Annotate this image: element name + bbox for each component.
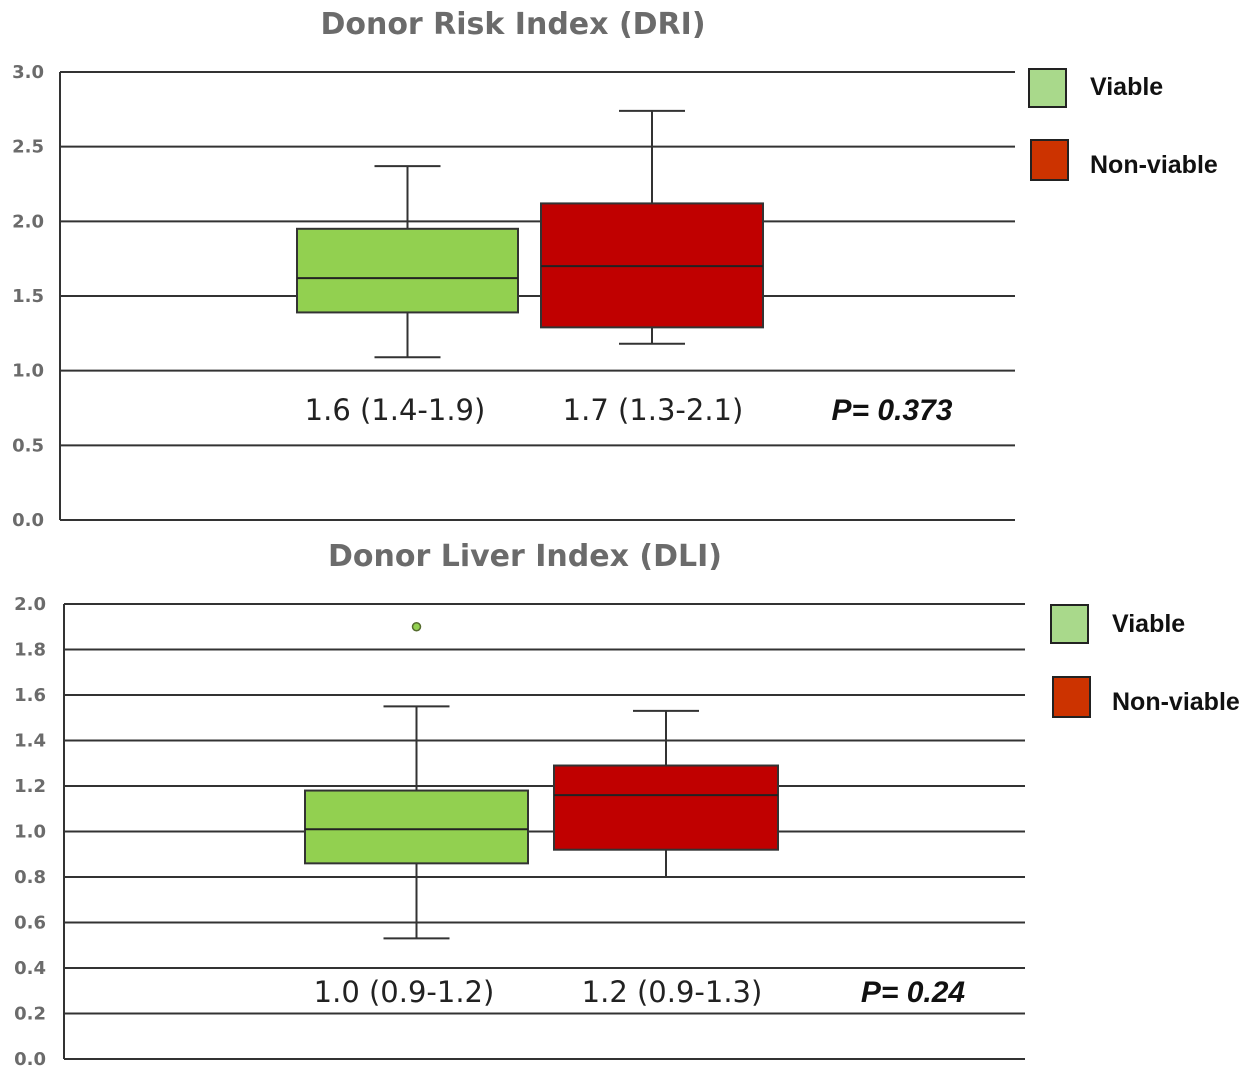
dli-box-nonviable [553, 709, 779, 878]
dri-boxes [296, 109, 764, 359]
dri-y-tick-label: 0.5 [12, 435, 44, 456]
dli-box-viable [304, 622, 529, 940]
dli-y-tick-label: 1.4 [14, 731, 46, 752]
dri-chart-title: Donor Risk Index (DRI) [320, 7, 705, 42]
dri-y-tick-label: 2.5 [12, 137, 44, 158]
iqr-box [296, 227, 519, 314]
dli-nonviable-summary: 1.2 (0.9-1.3) [582, 975, 763, 1009]
dri-viable-summary: 1.6 (1.4-1.9) [305, 393, 486, 427]
dli-viable-summary: 1.0 (0.9-1.2) [314, 975, 495, 1009]
dri-y-tick-label: 2.0 [12, 211, 44, 232]
dli-y-tick-label: 0.6 [14, 913, 46, 934]
dri-box-nonviable [540, 109, 764, 345]
dli-chart: Donor Liver Index (DLI) 0.0 0.2 0.4 0.6 0.8 1… [14, 539, 1240, 1070]
dri-y-tick-label: 0.0 [12, 510, 44, 531]
dri-box-viable [296, 165, 519, 359]
dli-y-tick-label: 0.8 [14, 867, 46, 888]
dli-boxes [304, 622, 779, 940]
dli-y-ticks: 0.0 0.2 0.4 0.6 0.8 1.0 1.2 1.4 1.6 1.8 2.0 [14, 594, 46, 1070]
dli-gridlines [63, 603, 1025, 1060]
dli-y-tick-label: 1.8 [14, 640, 46, 661]
dri-legend-nonviable-label: Non-viable [1090, 151, 1218, 179]
dri-legend-viable-swatch [1028, 68, 1067, 108]
dri-legend-viable-label: Viable [1090, 73, 1163, 101]
iqr-box [304, 789, 529, 865]
dri-y-tick-label: 1.5 [12, 286, 44, 307]
dli-legend: Viable Non-viable [1050, 604, 1240, 718]
dli-y-tick-label: 0.4 [14, 958, 46, 979]
dli-chart-title: Donor Liver Index (DLI) [328, 539, 722, 574]
dri-legend-nonviable-swatch [1030, 139, 1069, 181]
dri-gridlines [59, 71, 1015, 521]
dri-p-value: P= 0.373 [832, 394, 953, 427]
dri-legend: Viable Non-viable [1028, 68, 1218, 181]
dri-nonviable-summary: 1.7 (1.3-2.1) [563, 393, 744, 427]
dli-p-value: P= 0.24 [861, 976, 966, 1009]
dli-y-tick-label: 1.6 [14, 685, 46, 706]
dri-y-tick-label: 1.0 [12, 361, 44, 382]
dri-y-tick-label: 3.0 [12, 62, 44, 83]
dli-legend-nonviable-label: Non-viable [1112, 688, 1240, 716]
dli-y-tick-label: 0.0 [14, 1049, 46, 1070]
iqr-box [553, 764, 779, 851]
dli-legend-nonviable-swatch [1052, 676, 1091, 718]
dli-y-tick-label: 2.0 [14, 594, 46, 615]
dli-y-tick-label: 0.2 [14, 1004, 46, 1025]
dli-legend-viable-swatch [1050, 604, 1089, 644]
outlier-point [411, 622, 422, 632]
dli-legend-viable-label: Viable [1112, 610, 1185, 638]
dli-y-tick-label: 1.2 [14, 776, 46, 797]
dri-chart: Donor Risk Index (DRI) 0.0 0.5 1.0 1.5 2.0 2.… [12, 7, 1218, 531]
dri-y-ticks: 0.0 0.5 1.0 1.5 2.0 2.5 3.0 [12, 62, 44, 531]
dli-y-tick-label: 1.0 [14, 822, 46, 843]
